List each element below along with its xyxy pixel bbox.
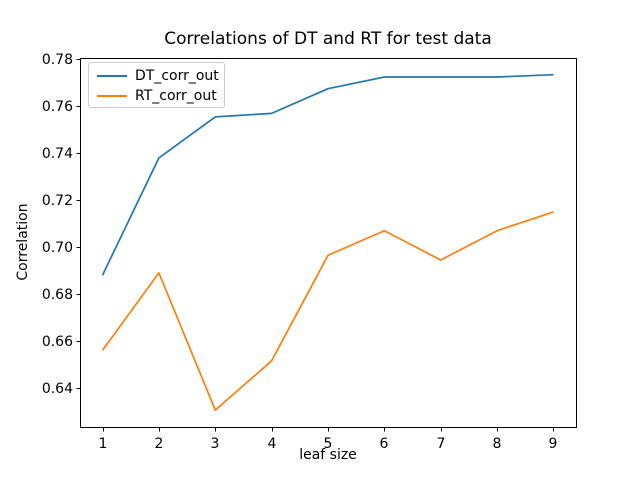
y-tick-label: 0.64: [42, 381, 73, 397]
legend-item: RT_corr_out: [97, 86, 224, 106]
plot-border: [80, 58, 577, 428]
x-tick-label: 6: [380, 436, 389, 452]
x-tick-label: 2: [155, 436, 164, 452]
y-axis-label: Correlation: [15, 203, 31, 281]
legend: DT_corr_out RT_corr_out: [88, 62, 225, 108]
legend-line-swatch: [97, 95, 127, 97]
x-tick-label: 1: [99, 436, 108, 452]
y-tick-label: 0.72: [42, 193, 73, 209]
y-tick-label: 0.74: [42, 146, 73, 162]
y-tick-label: 0.70: [42, 240, 73, 256]
x-tick-label: 4: [268, 436, 277, 452]
x-tick-label: 3: [211, 436, 220, 452]
y-tick-label: 0.68: [42, 287, 73, 303]
legend-label: DT_corr_out: [135, 68, 219, 84]
x-axis-label: leaf size: [299, 447, 357, 463]
y-tick-label: 0.76: [42, 99, 73, 115]
legend-line-swatch: [97, 75, 127, 77]
series-line-RT_corr_out: [101, 211, 554, 411]
x-tick-label: 7: [437, 436, 446, 452]
x-tick-label: 9: [549, 436, 558, 452]
y-tick-label: 0.66: [42, 334, 73, 350]
x-tick-label: 8: [493, 436, 502, 452]
y-tick-label: 0.78: [42, 52, 73, 68]
series-line-DT_corr_out: [101, 73, 554, 276]
legend-label: RT_corr_out: [135, 88, 217, 104]
x-tick-label: 5: [324, 436, 333, 452]
chart-title: Correlations of DT and RT for test data: [164, 29, 492, 49]
legend-item: DT_corr_out: [97, 66, 224, 86]
